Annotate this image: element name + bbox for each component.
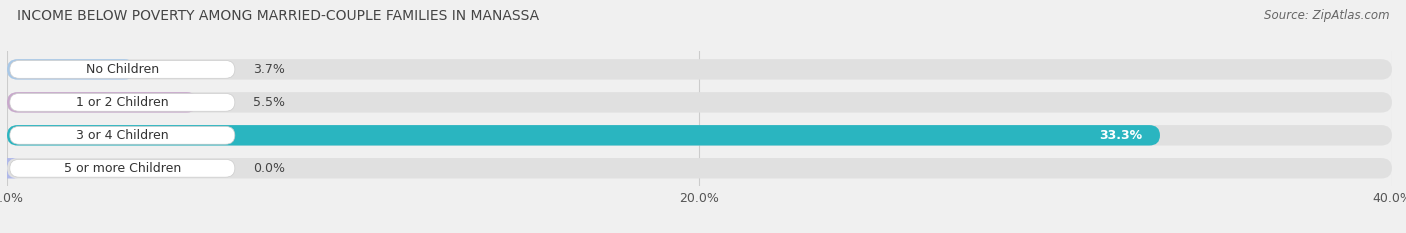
Text: INCOME BELOW POVERTY AMONG MARRIED-COUPLE FAMILIES IN MANASSA: INCOME BELOW POVERTY AMONG MARRIED-COUPL… [17,9,538,23]
FancyBboxPatch shape [10,159,235,177]
FancyBboxPatch shape [7,59,135,80]
FancyBboxPatch shape [10,61,235,78]
Text: 5.5%: 5.5% [253,96,285,109]
FancyBboxPatch shape [7,125,1392,146]
FancyBboxPatch shape [7,92,197,113]
Text: Source: ZipAtlas.com: Source: ZipAtlas.com [1264,9,1389,22]
Text: 5 or more Children: 5 or more Children [63,162,181,175]
Text: No Children: No Children [86,63,159,76]
FancyBboxPatch shape [7,92,1392,113]
FancyBboxPatch shape [10,93,235,111]
FancyBboxPatch shape [7,125,1160,146]
Text: 33.3%: 33.3% [1099,129,1143,142]
FancyBboxPatch shape [0,158,18,178]
Text: 0.0%: 0.0% [253,162,285,175]
FancyBboxPatch shape [7,158,1392,178]
Text: 3.7%: 3.7% [253,63,285,76]
FancyBboxPatch shape [7,59,1392,80]
Text: 1 or 2 Children: 1 or 2 Children [76,96,169,109]
Text: 3 or 4 Children: 3 or 4 Children [76,129,169,142]
FancyBboxPatch shape [10,127,235,144]
